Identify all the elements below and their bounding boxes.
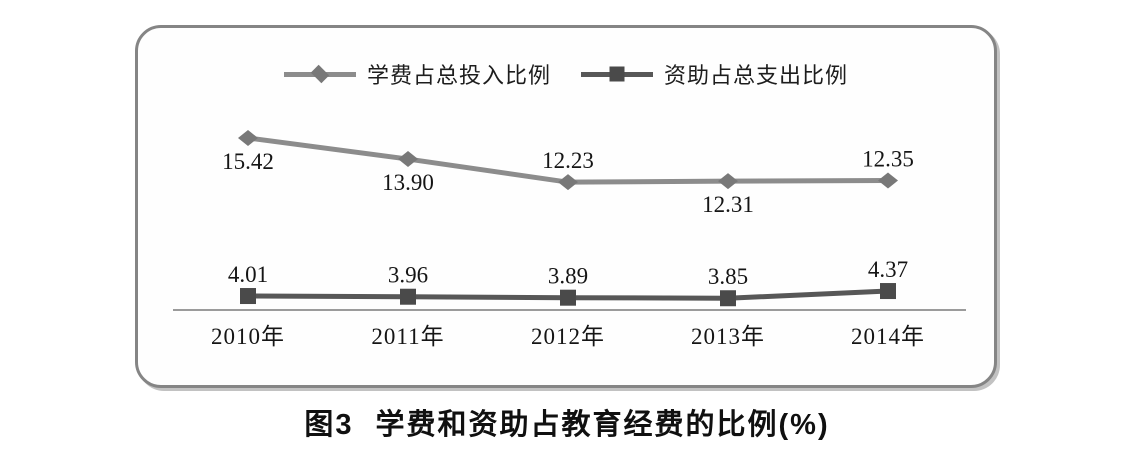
value-label: 4.37 xyxy=(868,257,908,282)
data-point-diamond xyxy=(718,173,738,190)
data-point-diamond xyxy=(558,174,578,191)
chart-caption: 图3 学费和资助占教育经费的比例(%) xyxy=(0,401,1134,443)
legend-label-tuition: 学费占总投入比例 xyxy=(366,63,551,88)
x-tick-label: 2012年 xyxy=(531,324,605,349)
line-chart: 15.42 13.90 12.23 12.31 12.35 4.01 3.96 3.89 3.8… xyxy=(173,130,966,349)
data-point-diamond xyxy=(238,130,258,146)
value-label: 12.31 xyxy=(702,192,754,217)
data-point-square xyxy=(560,289,576,306)
data-point-square xyxy=(720,290,736,307)
x-tick-label: 2014年 xyxy=(851,324,925,349)
caption-title: 学费和资助占教育经费的比例(%) xyxy=(375,409,830,441)
data-point-square xyxy=(400,288,416,305)
value-label: 15.42 xyxy=(222,149,274,174)
value-label: 12.23 xyxy=(542,148,594,173)
data-point-square xyxy=(240,288,256,305)
x-tick-label: 2013年 xyxy=(691,324,765,349)
caption-figure-number: 图3 xyxy=(304,409,354,441)
legend-item-funding: 资助占总支出比例 xyxy=(581,58,848,90)
data-point-diamond xyxy=(398,151,418,168)
chart-frame: 学费占总投入比例 资助占总支出比例 15.42 13.90 12.23 12.31 12… xyxy=(135,25,997,388)
value-label: 3.96 xyxy=(388,263,428,288)
value-label: 13.90 xyxy=(382,170,434,195)
legend-line-sample xyxy=(581,66,653,82)
value-label: 3.85 xyxy=(708,264,748,289)
value-label: 3.89 xyxy=(548,264,588,289)
legend-item-tuition: 学费占总投入比例 xyxy=(283,58,551,90)
legend-line-sample xyxy=(283,64,356,84)
data-point-diamond xyxy=(878,172,898,189)
data-point-square xyxy=(880,283,896,300)
square-marker-icon xyxy=(609,66,625,82)
x-tick-label: 2010年 xyxy=(211,324,285,349)
legend-label-funding: 资助占总支出比例 xyxy=(664,63,849,88)
value-label: 12.35 xyxy=(862,147,914,172)
value-label: 4.01 xyxy=(228,262,268,287)
chart-legend: 学费占总投入比例 资助占总支出比例 xyxy=(138,58,994,90)
x-tick-label: 2011年 xyxy=(371,324,444,349)
